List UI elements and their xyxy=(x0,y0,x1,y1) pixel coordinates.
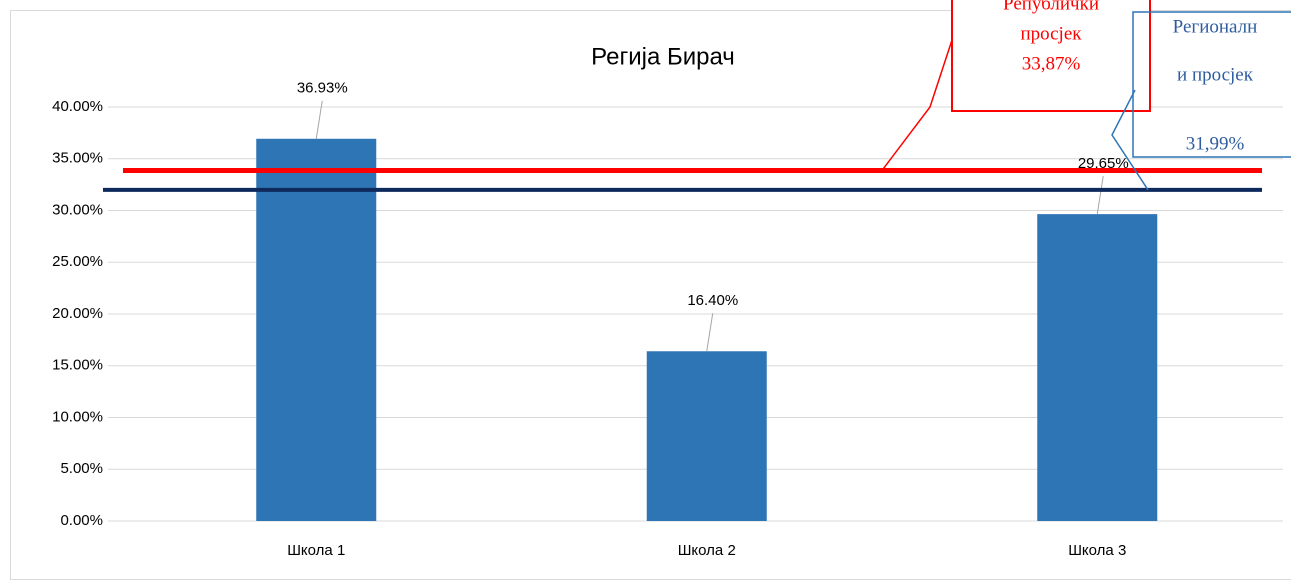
callout-text: Регионалн xyxy=(1173,16,1258,37)
x-tick-label: Школа 3 xyxy=(1068,542,1126,559)
y-tick-label: 20.00% xyxy=(52,305,103,322)
callout-text: 33,87% xyxy=(1022,53,1081,74)
y-tick-label: 40.00% xyxy=(52,98,103,115)
x-tick-label: Школа 2 xyxy=(678,542,736,559)
y-tick-label: 10.00% xyxy=(52,408,103,425)
y-tick-label: 0.00% xyxy=(60,512,103,529)
y-tick-label: 15.00% xyxy=(52,357,103,374)
label-leader xyxy=(315,100,323,139)
callout-text: и просјек xyxy=(1177,64,1254,85)
y-tick-label: 35.00% xyxy=(52,150,103,167)
data-label: 36.93% xyxy=(297,80,348,97)
callout-text: 31,99% xyxy=(1186,133,1245,154)
label-leader xyxy=(706,313,714,352)
y-tick-label: 30.00% xyxy=(52,201,103,218)
callout-box xyxy=(1132,11,1291,158)
callout-text: просјек xyxy=(1020,23,1082,44)
data-label: 29.65% xyxy=(1078,155,1129,172)
label-leader xyxy=(1096,176,1104,215)
y-tick-label: 25.00% xyxy=(52,253,103,270)
bar xyxy=(256,138,377,521)
callout-box xyxy=(951,0,1151,112)
data-label: 16.40% xyxy=(687,292,738,309)
callout-leader xyxy=(881,39,953,171)
bar xyxy=(1037,214,1158,521)
callout-text: Републички xyxy=(1003,0,1099,14)
y-tick-label: 5.00% xyxy=(60,460,103,477)
chart-title: Регија Бирач xyxy=(591,43,735,70)
callout-leader xyxy=(1111,89,1149,191)
x-tick-label: Школа 1 xyxy=(287,542,345,559)
bar xyxy=(646,351,767,521)
